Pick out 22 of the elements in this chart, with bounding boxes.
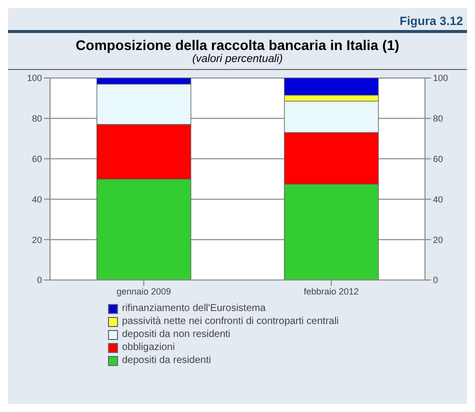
y-tick-label: 60 xyxy=(32,154,42,164)
y-tick-label: 80 xyxy=(32,114,42,124)
y2-tick-label: 80 xyxy=(433,114,444,124)
y2-tick-label: 60 xyxy=(433,154,444,164)
y-tick-label: 0 xyxy=(36,275,42,286)
legend-label: rifinanziamento dell'Eurosistema xyxy=(122,302,266,315)
y2-tick-label: 40 xyxy=(433,194,444,204)
legend-label: obbligazioni xyxy=(122,341,175,354)
chart-title: Composizione della raccolta bancaria in Italia (1) xyxy=(74,37,400,53)
legend-label: depositi da residenti xyxy=(122,354,211,367)
legend-label: depositi da non residenti xyxy=(122,328,230,341)
y-tick-label: 100 xyxy=(26,73,42,84)
chart-subtitle: (valori percentuali) xyxy=(191,53,284,65)
legend-label: passività nette nei confronti di controparti centrali xyxy=(122,315,339,328)
y2-tick-label: 20 xyxy=(433,234,444,245)
y-tick-label: 20 xyxy=(32,234,42,245)
text: Figura 3.12 xyxy=(398,13,464,30)
y2-tick-label: 0 xyxy=(433,275,438,286)
y2-tick-label: 100 xyxy=(433,73,448,84)
x-tick-label: gennaio 2009 xyxy=(116,286,172,296)
x-tick-label: febbraio 2012 xyxy=(304,286,359,296)
y-tick-label: 40 xyxy=(32,194,42,204)
